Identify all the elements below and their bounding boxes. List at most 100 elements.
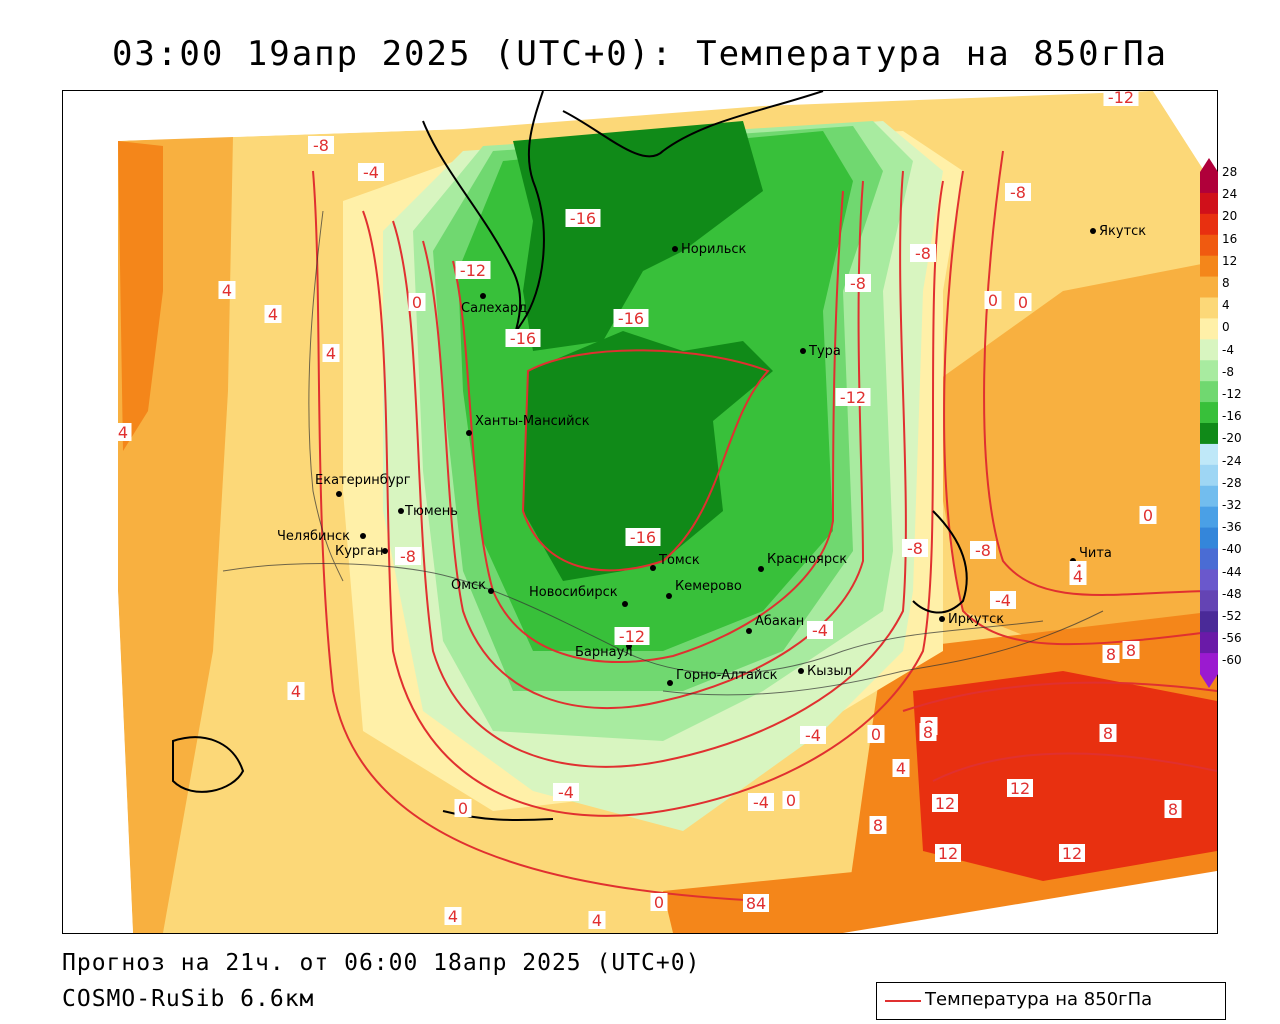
- isoline-label-text: 0: [988, 291, 998, 310]
- isoline-label-text: 4: [592, 911, 602, 930]
- colorbar-segment: [1200, 506, 1218, 529]
- isoline-label-text: 4: [291, 682, 301, 701]
- isoline-label-bg: [910, 244, 936, 262]
- city-label: Новосибирск: [529, 585, 618, 600]
- colorbar-tick-label: 20: [1222, 209, 1238, 224]
- isoline-label-text: -12: [840, 388, 866, 407]
- zone-darkgreen-core: [523, 331, 773, 581]
- isoline-label: 4: [1069, 567, 1087, 586]
- colorbar-segment: [1200, 464, 1218, 487]
- city-label: Норильск: [681, 242, 747, 257]
- isoline-label: 4: [322, 344, 340, 363]
- colorbar-tick-label: -28: [1222, 475, 1242, 490]
- isoline-label-text: 12: [935, 794, 955, 813]
- isoline-label-bg: [553, 783, 579, 801]
- isoline-label-text: 8: [1103, 724, 1113, 743]
- map-title: 03:00 19апр 2025 (UTC+0): Температура на…: [111, 34, 1169, 74]
- city-dot: [746, 628, 752, 634]
- isoline-label-bg: [264, 305, 282, 323]
- city-4: Якутск: [1090, 224, 1146, 239]
- isotherm-minus16: [521, 349, 770, 572]
- model-text: COSMO-RuSib 6.6км: [62, 986, 315, 1012]
- isoline-label-bg: [1014, 293, 1032, 311]
- isoline-label: -8: [1005, 183, 1031, 202]
- isoline-label: 12: [1007, 779, 1033, 798]
- isoline-label: -8: [910, 244, 936, 263]
- zone-deeporange-west: [118, 141, 163, 451]
- isoline-label-text: -8: [1010, 183, 1026, 202]
- city-9: Курган: [335, 544, 388, 559]
- colorbar-segment: [1200, 339, 1218, 361]
- isoline-label-text: -4: [805, 726, 821, 745]
- isoline-label-bg: [287, 682, 305, 700]
- city-dot: [672, 246, 678, 252]
- offdomain-northeast: [763, 91, 1217, 191]
- aral-sea: [172, 736, 245, 793]
- isoline-label: -8: [395, 547, 421, 566]
- isoline-label-text: 8: [873, 816, 883, 835]
- border-russia-kazakhstan: [222, 563, 1044, 674]
- isoline-label-bg: [454, 799, 472, 817]
- isotherm-lines: [312, 150, 1217, 902]
- colorbar-segment: [1200, 192, 1218, 215]
- isoline-label-bg: [1005, 183, 1031, 201]
- colorbar-tick-label: -16: [1222, 409, 1242, 424]
- isoline-label-bg: [845, 274, 871, 292]
- isoline-label-text: -16: [510, 329, 536, 348]
- colorbar-segment: [1200, 297, 1218, 319]
- isotherm-12-southeast: [932, 752, 1217, 782]
- city-dot: [798, 668, 804, 674]
- colorbar-segment: [1200, 590, 1218, 612]
- city-5: Ханты-Мансийск: [466, 414, 590, 436]
- isoline-label: 0: [782, 791, 800, 810]
- isoline-label: -4: [800, 726, 826, 745]
- city-15: Абакан: [746, 614, 804, 634]
- city-11: Новосибирск: [529, 585, 628, 607]
- isoline-label-text: 84: [746, 894, 766, 913]
- isoline-label-bg: [932, 794, 958, 812]
- isoline-label: 8: [869, 816, 887, 835]
- isoline-label-text: -4: [753, 793, 769, 812]
- isoline-label-bg: [408, 293, 426, 311]
- offdomain-southeast: [843, 871, 1217, 933]
- city-label: Челябинск: [277, 529, 350, 544]
- colorbar-segment: [1200, 172, 1218, 194]
- isoline-label: 4: [264, 305, 282, 324]
- colorbar-segment: [1200, 632, 1218, 654]
- isoline-label: 4: [892, 759, 910, 778]
- colorbar-tick-label: -8: [1222, 364, 1234, 379]
- isoline-label: -16: [625, 528, 661, 547]
- city-dot: [480, 293, 486, 299]
- isoline-label: -16: [613, 309, 649, 328]
- isoline-label: -16: [565, 209, 601, 228]
- colorbar: [1200, 158, 1218, 688]
- colorbar-tick-label: -48: [1222, 586, 1242, 601]
- isoline-label-text: 8: [923, 723, 933, 742]
- city-markers: Салехард Норильск Тура Якутск Ханты-Мансийск…: [277, 224, 1146, 686]
- isoline-label-text: -16: [570, 209, 596, 228]
- isoline-label-bg: [565, 209, 601, 227]
- isoline-label: 0: [867, 725, 885, 744]
- isoline-label-text: -16: [630, 528, 656, 547]
- isoline-label: 8: [1099, 724, 1117, 743]
- lake-baikal: [912, 510, 968, 614]
- isoline-label: -4: [748, 793, 774, 812]
- isoline-label-text: 4: [222, 281, 232, 300]
- city-dot: [1090, 228, 1096, 234]
- isoline-label-text: -8: [907, 539, 923, 558]
- city-17: Горно-Алтайск: [667, 668, 778, 686]
- isoline-label: 4: [444, 907, 462, 926]
- isotherm-4-east: [983, 150, 1217, 596]
- legend-label: Температура на 850гПа: [925, 989, 1153, 1010]
- isoline-label: -12: [1103, 91, 1139, 107]
- isoline-label-bg: [919, 723, 937, 741]
- isoline-label-bg: [869, 816, 887, 834]
- isoline-label: 4: [287, 682, 305, 701]
- isoline-label-bg: [748, 793, 774, 811]
- isoline-label-bg: [902, 539, 928, 557]
- city-dot: [939, 616, 945, 622]
- city-dot: [622, 601, 628, 607]
- isoline-label-text: 0: [1018, 293, 1028, 312]
- colorbar-segment: [1200, 548, 1218, 570]
- isoline-label-text: 0: [871, 725, 881, 744]
